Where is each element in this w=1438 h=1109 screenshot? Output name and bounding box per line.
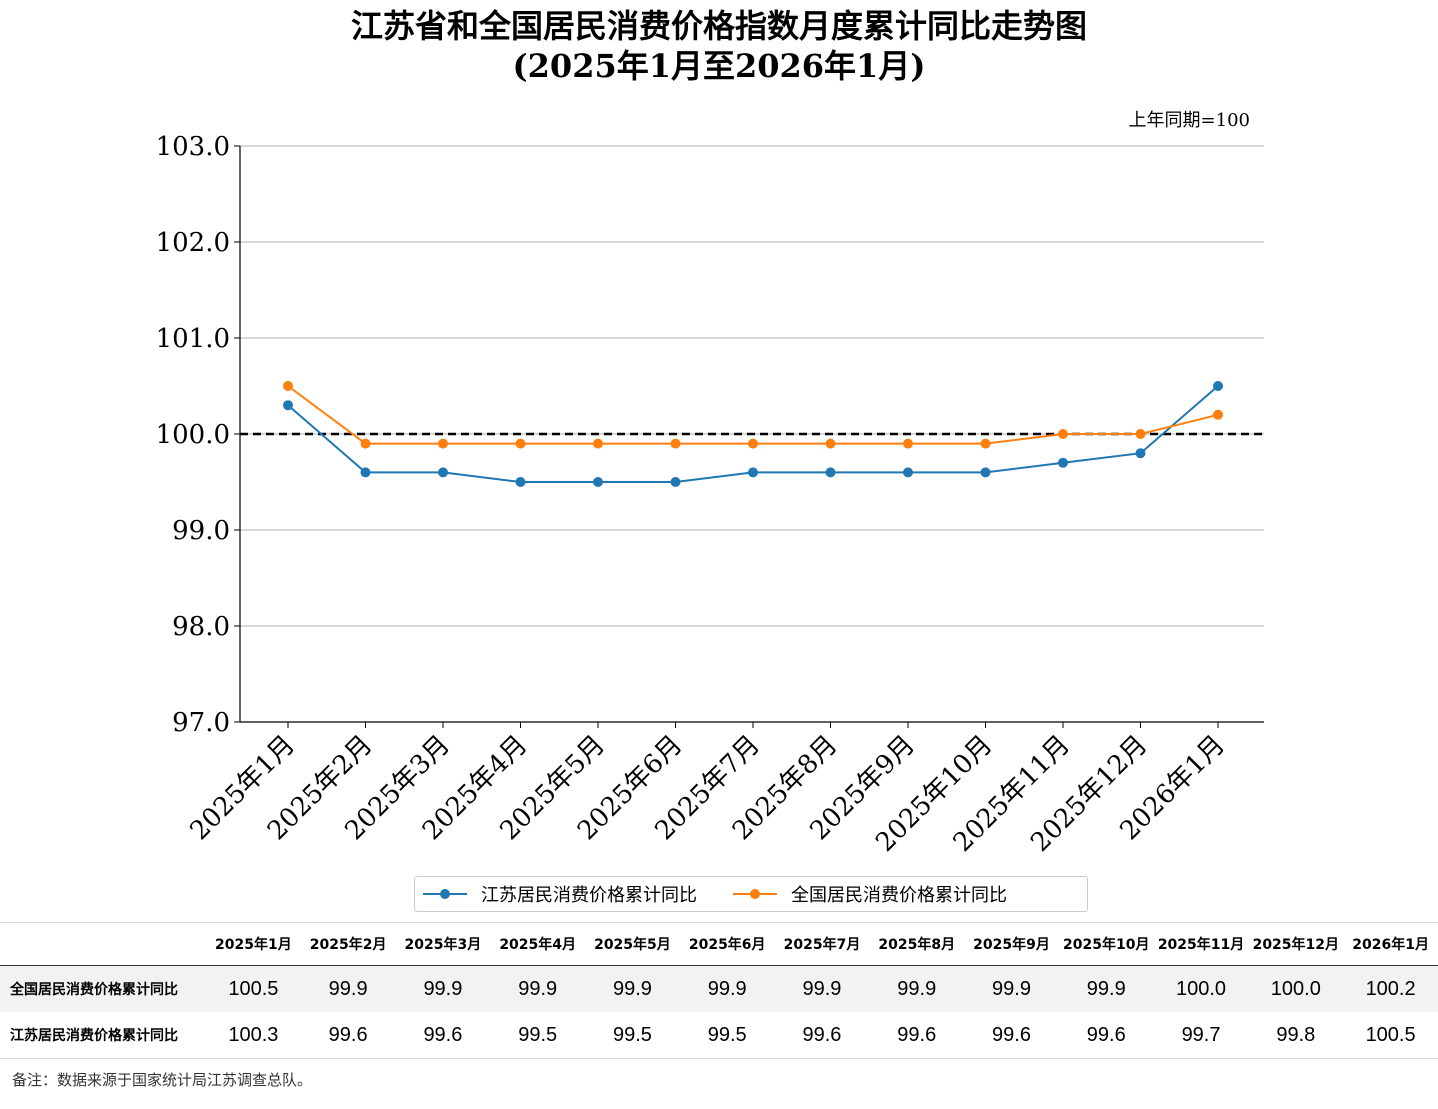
table-column-header: 2025年5月 [585, 922, 680, 966]
table-cell: 99.5 [585, 1012, 680, 1059]
table-column-header: 2025年12月 [1248, 922, 1344, 966]
data-table: 2025年1月 2025年2月 2025年3月 2025年4月 2025年5月 2025年… [0, 922, 1438, 1059]
data-point [1058, 457, 1068, 468]
data-point [903, 438, 913, 449]
table-cell: 100.5 [206, 965, 301, 1012]
table-cell: 99.6 [869, 1012, 965, 1059]
table-column-header: 2025年9月 [964, 922, 1059, 966]
legend-label: 全国居民消费价格累计同比 [791, 885, 1007, 906]
table-cell: 99.6 [964, 1012, 1059, 1059]
y-tick-label: 103.0 [156, 132, 230, 162]
data-point [438, 438, 448, 449]
legend-swatch [423, 887, 467, 901]
data-point [748, 467, 758, 478]
data-point [1058, 429, 1068, 439]
table-column-header: 2025年4月 [490, 922, 586, 966]
unit-note: 上年同期=100 [1128, 110, 1250, 131]
table-row: 全国居民消费价格累计同比 100.5 99.9 99.9 99.9 99.9 99.9 99.… [0, 965, 1438, 1012]
data-point [515, 477, 526, 487]
data-point [1213, 381, 1223, 391]
data-point [980, 438, 991, 449]
data-point [670, 477, 681, 487]
table-cell: 99.9 [964, 965, 1059, 1012]
table-column-header: 2025年7月 [774, 922, 870, 966]
table-cell: 100.3 [206, 1012, 301, 1059]
table-column-header: 2025年1月 [206, 922, 301, 966]
y-tick-label: 98.0 [172, 612, 230, 642]
data-point [748, 438, 758, 449]
table-column-header: 2025年2月 [300, 922, 396, 966]
chart-title: 江苏省和全国居民消费价格指数月度累计同比走势图 (2025年1月至2026年1月… [0, 6, 1438, 86]
table-row: 江苏居民消费价格累计同比 100.3 99.6 99.6 99.5 99.5 99.5 99.… [0, 1012, 1438, 1059]
table-column-header: 2025年3月 [395, 922, 491, 966]
table-cell: 99.6 [300, 1012, 396, 1059]
table-row-label: 江苏居民消费价格累计同比 [0, 1012, 206, 1059]
table-cell: 100.2 [1343, 965, 1438, 1012]
table-cell: 99.9 [679, 965, 775, 1012]
data-point [825, 467, 836, 478]
data-point [360, 438, 371, 449]
table-cell: 99.9 [1058, 965, 1154, 1012]
data-point [980, 467, 991, 478]
table-cell: 99.9 [869, 965, 965, 1012]
table-cell: 99.9 [395, 965, 491, 1012]
table-column-header: 2025年8月 [869, 922, 965, 966]
data-point [1135, 429, 1146, 439]
data-point [825, 438, 836, 449]
table-cell: 100.0 [1248, 965, 1344, 1012]
y-tick-label: 99.0 [172, 516, 230, 546]
y-tick-label: 97.0 [172, 708, 230, 738]
data-point [593, 438, 603, 449]
table-header-row: 2025年1月 2025年2月 2025年3月 2025年4月 2025年5月 2025年… [0, 922, 1438, 966]
data-point [515, 438, 526, 449]
data-point [670, 438, 681, 449]
data-point [1213, 409, 1223, 420]
table-cell: 99.9 [585, 965, 680, 1012]
legend-swatch [733, 887, 777, 901]
table-column-header: 2026年1月 [1343, 922, 1438, 966]
table-cell: 99.6 [1058, 1012, 1154, 1059]
table-cell: 99.6 [774, 1012, 870, 1059]
table-cell: 99.9 [300, 965, 396, 1012]
data-point [593, 477, 603, 487]
table-cell: 100.0 [1153, 965, 1249, 1012]
legend-label: 江苏居民消费价格累计同比 [481, 885, 697, 906]
table-cell: 100.5 [1343, 1012, 1438, 1059]
table-column-header: 2025年10月 [1058, 922, 1154, 966]
table-cell: 99.5 [679, 1012, 775, 1059]
data-point [438, 467, 448, 478]
data-point [1135, 448, 1146, 459]
source-note: 备注：数据来源于国家统计局江苏调查总队。 [12, 1071, 313, 1089]
legend-item: 全国居民消费价格累计同比 [733, 881, 1007, 907]
y-tick-label: 102.0 [156, 228, 230, 258]
chart-legend: 江苏居民消费价格累计同比 全国居民消费价格累计同比 [414, 876, 1088, 912]
table-cell: 99.7 [1153, 1012, 1249, 1059]
table-cell: 99.8 [1248, 1012, 1344, 1059]
chart-title-line2: (2025年1月至2026年1月) [512, 47, 926, 85]
table-column-header: 2025年11月 [1153, 922, 1249, 966]
table-cell: 99.6 [395, 1012, 491, 1059]
table-row-label: 全国居民消费价格累计同比 [0, 965, 206, 1012]
data-point [283, 381, 293, 391]
table-cell: 99.9 [774, 965, 870, 1012]
legend-item: 江苏居民消费价格累计同比 [423, 881, 697, 907]
data-point [283, 400, 293, 411]
data-point [903, 467, 913, 478]
table-cell: 99.5 [490, 1012, 586, 1059]
line-chart: 97.098.099.0100.0101.0102.0103.02025年1月2… [156, 132, 1264, 858]
table-cell: 99.9 [490, 965, 586, 1012]
data-point [360, 467, 371, 478]
y-tick-label: 100.0 [156, 420, 230, 450]
chart-title-line1: 江苏省和全国居民消费价格指数月度累计同比走势图 [350, 7, 1087, 45]
table-corner-cell [0, 922, 206, 966]
y-tick-label: 101.0 [156, 324, 230, 354]
table-column-header: 2025年6月 [679, 922, 775, 966]
